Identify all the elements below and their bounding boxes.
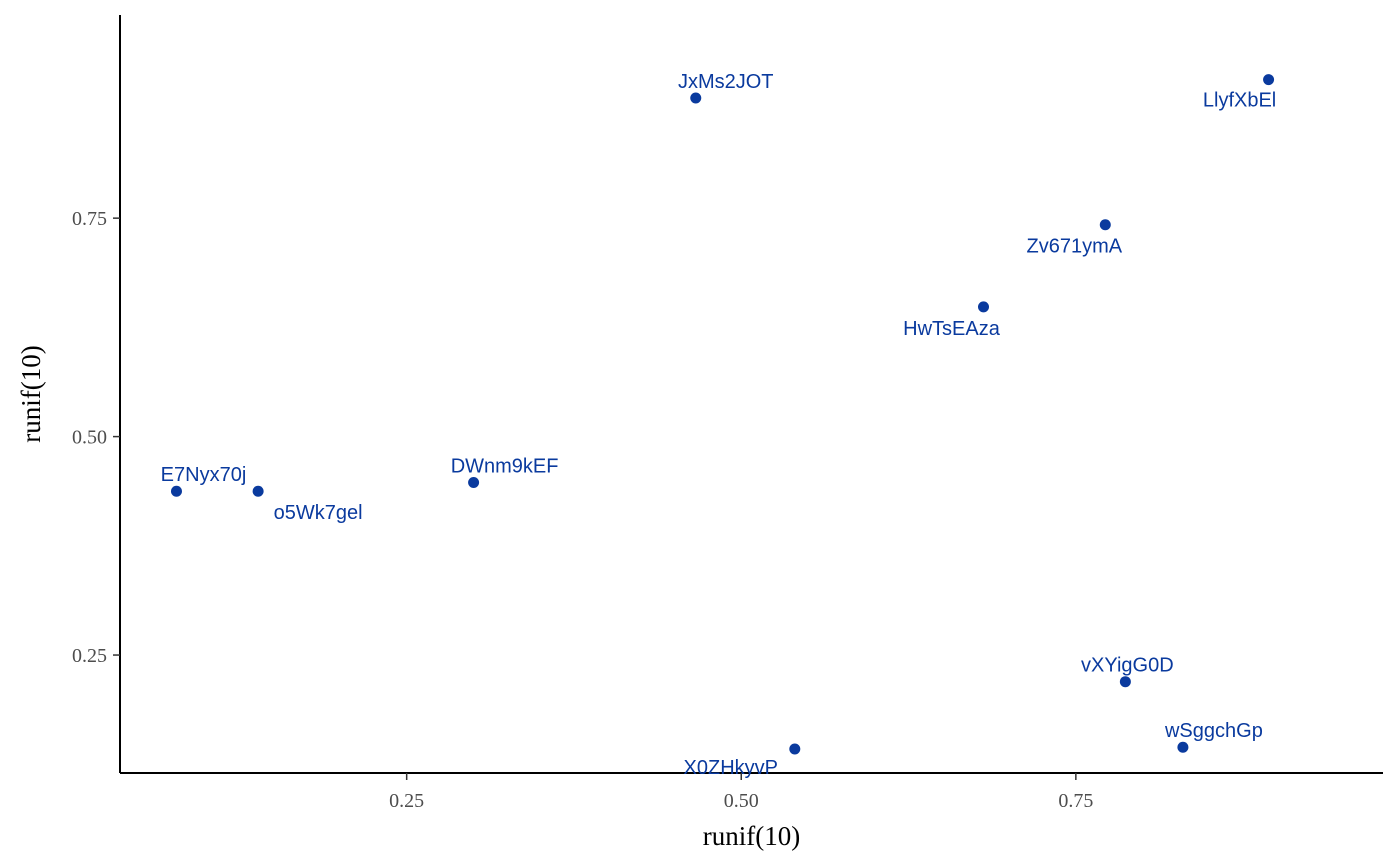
x-axis-ticks: 0.25 0.50 0.75 [389,773,1093,812]
point-label: o5Wk7gel [274,502,363,524]
point-label: vXYigG0D [1081,655,1174,677]
point-label: wSggchGp [1164,720,1263,742]
x-tick-label: 0.50 [724,790,759,812]
x-tick-label: 0.75 [1058,790,1093,812]
x-tick-label: 0.25 [389,790,424,812]
y-tick-label: 0.50 [72,427,107,449]
point-label: Zv671ymA [1026,236,1122,258]
y-axis-ticks: 0.25 0.50 0.75 [72,208,120,667]
data-point [789,743,801,755]
data-point [252,485,264,497]
point-label: HwTsEAza [903,318,1001,340]
data-point [1119,676,1131,688]
data-point [1177,741,1189,753]
point-label: DWnm9kEF [451,455,559,477]
data-point [690,92,702,104]
point-labels: JxMs2JOT LlyfXbEl Zv671ymA HwTsEAza DWnm9kEF… [161,71,1277,779]
y-tick-label: 0.75 [72,208,107,230]
point-label: LlyfXbEl [1203,90,1276,112]
data-point [1099,219,1111,231]
y-axis-title: runif(10) [16,345,46,442]
data-point [170,485,182,497]
data-point [1263,74,1275,86]
point-label: X0ZHkyvP [684,757,778,779]
y-tick-label: 0.25 [72,645,107,667]
point-label: JxMs2JOT [678,71,774,93]
x-axis-title: runif(10) [703,821,800,851]
data-points [170,74,1275,755]
data-point [978,301,990,313]
data-point [468,476,480,488]
point-label: E7Nyx70j [161,464,247,486]
